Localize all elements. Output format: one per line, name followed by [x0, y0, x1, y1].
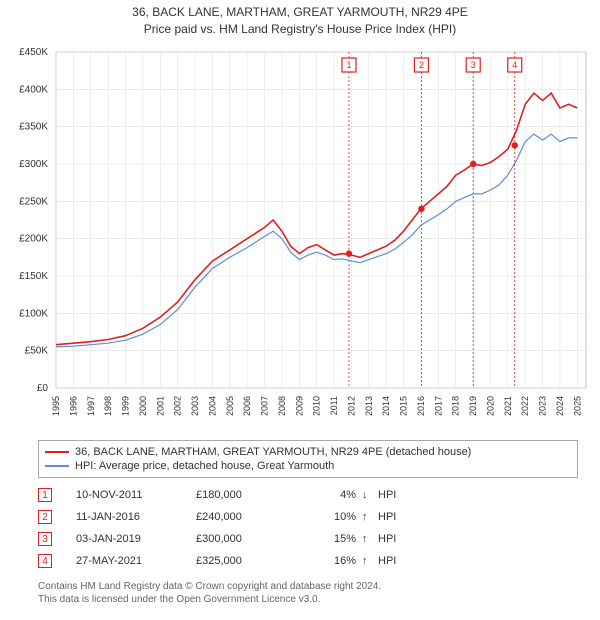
svg-text:£100K: £100K: [19, 308, 48, 319]
svg-text:£50K: £50K: [25, 346, 49, 357]
svg-text:£200K: £200K: [19, 234, 48, 245]
legend-item-property: 36, BACK LANE, MARTHAM, GREAT YARMOUTH, …: [45, 445, 571, 459]
svg-text:1999: 1999: [121, 396, 131, 416]
sale-delta: 4%: [306, 489, 362, 501]
down-arrow-icon: ↓: [362, 489, 378, 501]
svg-text:£300K: £300K: [19, 159, 48, 170]
sale-date: 10-NOV-2011: [76, 489, 196, 501]
svg-text:2018: 2018: [451, 396, 461, 416]
svg-text:2021: 2021: [503, 396, 513, 416]
svg-text:2006: 2006: [242, 396, 252, 416]
title-line-1: 36, BACK LANE, MARTHAM, GREAT YARMOUTH, …: [0, 4, 600, 21]
svg-text:2001: 2001: [155, 396, 165, 416]
legend-label: HPI: Average price, detached house, Grea…: [75, 460, 334, 472]
sale-vs: HPI: [378, 511, 418, 523]
title-line-2: Price paid vs. HM Land Registry's House …: [0, 21, 600, 38]
sale-row: 3 03-JAN-2019 £300,000 15% ↑ HPI: [38, 528, 578, 550]
sale-marker-2: 2: [38, 510, 52, 524]
svg-text:2009: 2009: [294, 396, 304, 416]
svg-text:1997: 1997: [86, 396, 96, 416]
svg-text:2014: 2014: [381, 396, 391, 416]
sale-marker-1: 1: [38, 488, 52, 502]
sale-date: 27-MAY-2021: [76, 555, 196, 567]
up-arrow-icon: ↑: [362, 555, 378, 567]
svg-text:2010: 2010: [312, 396, 322, 416]
legend-item-hpi: HPI: Average price, detached house, Grea…: [45, 459, 571, 473]
svg-text:2: 2: [419, 60, 424, 70]
svg-text:2017: 2017: [433, 396, 443, 416]
svg-text:1998: 1998: [103, 396, 113, 416]
svg-text:£0: £0: [37, 383, 49, 394]
sale-price: £325,000: [196, 555, 306, 567]
footnote-line-2: This data is licensed under the Open Gov…: [38, 593, 578, 606]
sale-vs: HPI: [378, 555, 418, 567]
svg-text:2004: 2004: [207, 396, 217, 416]
svg-text:£250K: £250K: [19, 196, 48, 207]
sale-row: 4 27-MAY-2021 £325,000 16% ↑ HPI: [38, 550, 578, 572]
svg-text:2024: 2024: [555, 396, 565, 416]
legend-label: 36, BACK LANE, MARTHAM, GREAT YARMOUTH, …: [75, 446, 471, 458]
chart-title: 36, BACK LANE, MARTHAM, GREAT YARMOUTH, …: [0, 0, 600, 38]
sale-delta: 10%: [306, 511, 362, 523]
sale-price: £240,000: [196, 511, 306, 523]
svg-text:2005: 2005: [225, 396, 235, 416]
svg-text:2008: 2008: [277, 396, 287, 416]
svg-text:2016: 2016: [416, 396, 426, 416]
svg-text:£150K: £150K: [19, 271, 48, 282]
sale-vs: HPI: [378, 489, 418, 501]
up-arrow-icon: ↑: [362, 533, 378, 545]
sale-delta: 15%: [306, 533, 362, 545]
sale-delta: 16%: [306, 555, 362, 567]
sale-price: £300,000: [196, 533, 306, 545]
up-arrow-icon: ↑: [362, 511, 378, 523]
svg-text:2002: 2002: [173, 396, 183, 416]
svg-text:£400K: £400K: [19, 84, 48, 95]
svg-text:2013: 2013: [364, 396, 374, 416]
svg-text:2023: 2023: [538, 396, 548, 416]
sale-row: 2 11-JAN-2016 £240,000 10% ↑ HPI: [38, 506, 578, 528]
svg-text:2015: 2015: [399, 396, 409, 416]
svg-text:2020: 2020: [485, 396, 495, 416]
svg-text:2025: 2025: [572, 396, 582, 416]
svg-text:2019: 2019: [468, 396, 478, 416]
svg-text:2012: 2012: [346, 396, 356, 416]
sale-marker-3: 3: [38, 532, 52, 546]
legend-swatch: [45, 451, 69, 453]
legend-swatch: [45, 465, 69, 467]
svg-text:2011: 2011: [329, 396, 339, 415]
svg-text:2000: 2000: [138, 396, 148, 416]
svg-text:4: 4: [512, 60, 517, 70]
svg-text:2003: 2003: [190, 396, 200, 416]
sale-price: £180,000: [196, 489, 306, 501]
footnote: Contains HM Land Registry data © Crown c…: [38, 580, 578, 606]
svg-text:£350K: £350K: [19, 122, 48, 133]
sale-marker-4: 4: [38, 554, 52, 568]
svg-text:2007: 2007: [260, 396, 270, 416]
sale-date: 03-JAN-2019: [76, 533, 196, 545]
svg-text:2022: 2022: [520, 396, 530, 416]
legend: 36, BACK LANE, MARTHAM, GREAT YARMOUTH, …: [38, 440, 578, 478]
svg-text:1: 1: [346, 60, 351, 70]
sales-table: 1 10-NOV-2011 £180,000 4% ↓ HPI 2 11-JAN…: [38, 484, 578, 572]
footnote-line-1: Contains HM Land Registry data © Crown c…: [38, 580, 578, 593]
svg-text:£450K: £450K: [19, 47, 48, 58]
price-chart: £0£50K£100K£150K£200K£250K£300K£350K£400…: [50, 48, 590, 408]
svg-text:3: 3: [471, 60, 476, 70]
sale-vs: HPI: [378, 533, 418, 545]
svg-text:1995: 1995: [51, 396, 61, 416]
svg-text:1996: 1996: [68, 396, 78, 416]
sale-row: 1 10-NOV-2011 £180,000 4% ↓ HPI: [38, 484, 578, 506]
sale-date: 11-JAN-2016: [76, 511, 196, 523]
